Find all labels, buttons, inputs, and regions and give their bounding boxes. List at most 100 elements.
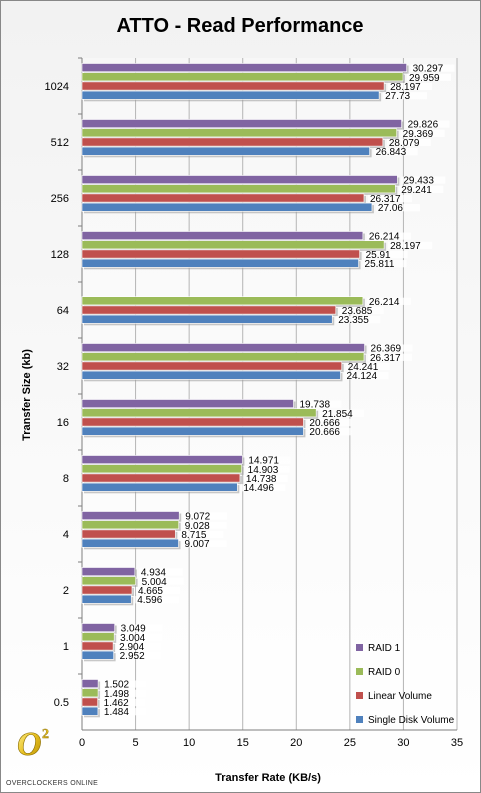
bar <box>81 137 384 147</box>
bar <box>81 697 98 707</box>
data-label-bg <box>405 120 450 128</box>
data-label-bg <box>366 232 411 240</box>
data-label-bg <box>367 194 412 203</box>
bar <box>81 258 359 268</box>
data-label: 2.904 <box>119 642 144 653</box>
data-label: 14.971 <box>248 456 279 467</box>
data-label-bg <box>117 652 162 660</box>
bar <box>81 146 370 156</box>
data-label-bg <box>399 185 444 193</box>
bar <box>81 594 132 604</box>
data-label: 26.369 <box>371 344 402 355</box>
data-label: 26.843 <box>376 147 407 158</box>
y-tick-label: 16 <box>57 417 69 429</box>
data-label-bg <box>345 362 390 371</box>
data-label: 26.214 <box>369 297 400 308</box>
data-label-bg <box>179 530 224 539</box>
data-label-bg <box>373 148 418 156</box>
logo: O 2 OVERCLOCKERS ONLINE <box>6 726 98 787</box>
x-axis-title: Transfer Rate (KB/s) <box>215 772 321 784</box>
data-label: 24.241 <box>348 362 379 373</box>
legend: RAID 1 RAID 0 Linear Volume Single Disk Vol… <box>356 643 455 726</box>
data-label-bg <box>117 642 162 651</box>
data-label-bg <box>241 484 286 492</box>
plot-background <box>82 58 457 730</box>
data-label-bg <box>383 92 428 100</box>
data-label-bg <box>307 418 352 427</box>
data-label-bg <box>135 596 180 604</box>
bar <box>81 296 364 306</box>
data-label-bg <box>138 568 183 576</box>
x-tick-label: 10 <box>183 737 195 749</box>
data-label-bg <box>118 624 163 632</box>
data-label-bg <box>336 316 381 324</box>
x-tick-label: 30 <box>397 737 409 749</box>
data-label-bg <box>363 250 408 259</box>
data-label-bg <box>362 260 407 268</box>
bar <box>81 455 243 464</box>
data-label-bg <box>410 64 455 72</box>
bar <box>81 399 294 408</box>
data-label-bg <box>368 344 413 352</box>
data-label: 29.369 <box>403 129 434 140</box>
data-label-bg <box>386 138 431 147</box>
plot-area: 0 5 10 15 20 25 30 35102430.29729.95928.19727.7… <box>45 57 463 749</box>
y-tick-label: 4 <box>63 529 69 541</box>
data-label: 9.007 <box>185 539 210 550</box>
bar <box>81 184 396 194</box>
legend-label: Linear Volume <box>368 691 432 702</box>
data-label-bg <box>297 400 342 408</box>
data-label: 1.502 <box>104 680 129 691</box>
chart-title: ATTO - Read Performance <box>116 15 363 37</box>
data-label-bg <box>339 306 384 315</box>
y-tick-label: 256 <box>51 193 69 205</box>
legend-swatch <box>356 668 363 675</box>
data-label: 29.959 <box>409 73 440 84</box>
data-label: 26.214 <box>369 232 400 243</box>
data-label-bg <box>245 465 290 473</box>
y-tick-label: 1 <box>63 641 69 653</box>
bar <box>81 464 242 474</box>
y-tick-label: 128 <box>51 249 69 261</box>
y-axis-title: Transfer Size (kb) <box>21 349 33 441</box>
bar <box>81 231 364 240</box>
bar <box>81 529 176 539</box>
y-tick-label: 0.5 <box>54 697 69 709</box>
x-tick-label: 25 <box>344 737 356 749</box>
bar <box>81 352 365 362</box>
data-label-bg <box>183 512 228 520</box>
data-label-bg <box>367 353 412 361</box>
data-label: 14.903 <box>248 465 279 476</box>
bar <box>81 417 304 427</box>
data-label: 29.826 <box>408 120 439 131</box>
bar <box>81 240 385 250</box>
data-label: 20.666 <box>309 418 340 429</box>
y-tick-label: 2 <box>63 585 69 597</box>
bar <box>81 706 99 716</box>
bar <box>81 567 136 576</box>
bar <box>81 90 380 100</box>
data-label: 29.433 <box>403 176 434 187</box>
data-label: 1.484 <box>104 707 129 718</box>
y-tick-label: 32 <box>57 361 69 373</box>
x-tick-label: 0 <box>79 737 85 749</box>
data-label: 23.355 <box>338 315 369 326</box>
data-label: 4.665 <box>138 586 163 597</box>
data-label: 28.079 <box>389 138 420 149</box>
data-label-bg <box>102 689 147 697</box>
bar <box>81 193 365 203</box>
bar <box>81 119 402 128</box>
x-tick-label: 5 <box>133 737 139 749</box>
data-label-bg <box>182 521 227 529</box>
data-label-bg <box>388 82 433 91</box>
data-label: 27.73 <box>385 91 410 102</box>
data-label: 25.91 <box>366 250 391 261</box>
data-label-bg <box>400 129 445 137</box>
data-label: 23.685 <box>342 306 373 317</box>
bar <box>81 175 398 184</box>
bar <box>81 249 360 259</box>
data-label-bg <box>401 176 446 184</box>
bar <box>81 128 397 138</box>
data-label-bg <box>101 698 146 707</box>
